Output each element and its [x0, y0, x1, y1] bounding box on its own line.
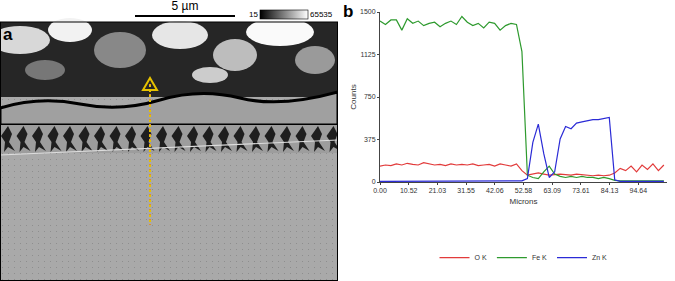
svg-text:84.13: 84.13	[601, 187, 619, 194]
svg-text:Microns: Microns	[509, 197, 537, 206]
svg-text:1125: 1125	[361, 51, 376, 58]
svg-text:Counts: Counts	[349, 84, 358, 109]
svg-text:750: 750	[364, 93, 376, 100]
svg-text:21.03: 21.03	[429, 187, 447, 194]
svg-text:94.64: 94.64	[630, 187, 648, 194]
svg-text:O K: O K	[475, 254, 487, 261]
svg-text:42.06: 42.06	[486, 187, 504, 194]
svg-text:63.09: 63.09	[543, 187, 561, 194]
svg-text:375: 375	[364, 136, 376, 143]
svg-text:0.00: 0.00	[373, 187, 387, 194]
svg-text:0: 0	[372, 178, 376, 185]
svg-text:73.61: 73.61	[572, 187, 590, 194]
svg-text:65535: 65535	[310, 10, 333, 19]
svg-text:1500: 1500	[360, 8, 376, 15]
html-text:b: b	[343, 2, 354, 21]
svg-text:31.55: 31.55	[457, 187, 475, 194]
svg-text:5 µm: 5 µm	[172, 0, 199, 13]
svg-text:Fe K: Fe K	[532, 254, 547, 261]
svg-text:a: a	[3, 25, 13, 44]
svg-text:15: 15	[249, 10, 258, 19]
svg-text:52.58: 52.58	[515, 187, 533, 194]
svg-text:10.52: 10.52	[400, 187, 418, 194]
svg-text:Zn K: Zn K	[592, 254, 607, 261]
